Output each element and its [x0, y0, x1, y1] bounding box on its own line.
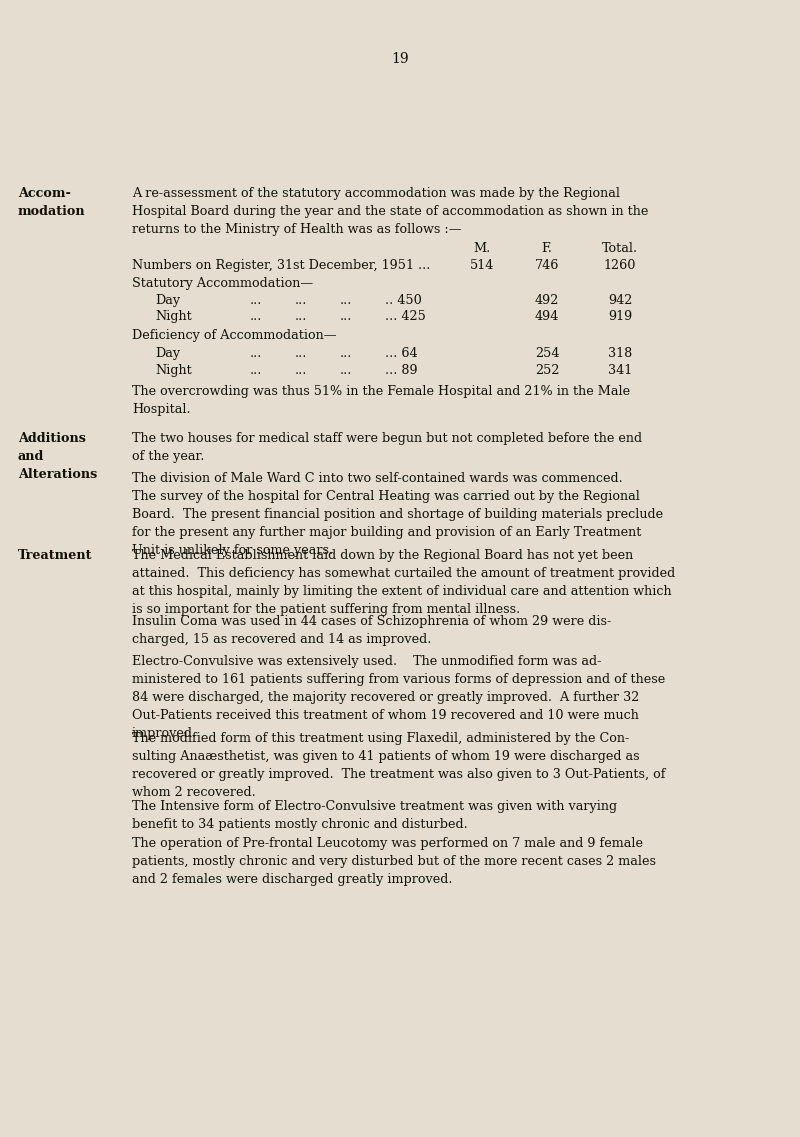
- Text: ...: ...: [295, 364, 307, 377]
- Text: .. 450: .. 450: [385, 294, 422, 307]
- Text: 492: 492: [535, 294, 559, 307]
- Text: Numbers on Register, 31st December, 1951 ...: Numbers on Register, 31st December, 1951…: [132, 259, 430, 272]
- Text: The Intensive form of Electro-Convulsive treatment was given with varying
benefi: The Intensive form of Electro-Convulsive…: [132, 800, 617, 831]
- Text: ... 89: ... 89: [385, 364, 418, 377]
- Text: Additions
and
Alterations: Additions and Alterations: [18, 432, 98, 481]
- Text: The division of Male Ward C into two self-contained wards was commenced.
The sur: The division of Male Ward C into two sel…: [132, 472, 663, 557]
- Text: Night: Night: [155, 310, 192, 323]
- Text: ...: ...: [250, 294, 262, 307]
- Text: The two houses for medical staff were begun but not completed before the end
of : The two houses for medical staff were be…: [132, 432, 642, 463]
- Text: ...: ...: [295, 310, 307, 323]
- Text: ... 64: ... 64: [385, 347, 418, 360]
- Text: Treatment: Treatment: [18, 549, 93, 562]
- Text: Day: Day: [155, 347, 180, 360]
- Text: 746: 746: [535, 259, 559, 272]
- Text: Deficiency of Accommodation—: Deficiency of Accommodation—: [132, 329, 337, 342]
- Text: 942: 942: [608, 294, 632, 307]
- Text: ...: ...: [340, 347, 352, 360]
- Text: ...: ...: [340, 364, 352, 377]
- Text: The modified form of this treatment using Flaxedil, administered by the Con-
sul: The modified form of this treatment usin…: [132, 732, 666, 799]
- Text: The overcrowding was thus 51% in the Female Hospital and 21% in the Male
Hospita: The overcrowding was thus 51% in the Fem…: [132, 385, 630, 416]
- Text: ...: ...: [250, 364, 262, 377]
- Text: Day: Day: [155, 294, 180, 307]
- Text: Insulin Coma was used in 44 cases of Schizophrenia of whom 29 were dis-
charged,: Insulin Coma was used in 44 cases of Sch…: [132, 615, 611, 646]
- Text: ...: ...: [250, 310, 262, 323]
- Text: Statutory Accommodation—: Statutory Accommodation—: [132, 277, 313, 290]
- Text: A re-assessment of the statutory accommodation was made by the Regional
Hospital: A re-assessment of the statutory accommo…: [132, 186, 648, 236]
- Text: ...: ...: [295, 347, 307, 360]
- Text: ...: ...: [250, 347, 262, 360]
- Text: 514: 514: [470, 259, 494, 272]
- Text: 1260: 1260: [604, 259, 636, 272]
- Text: Electro-Convulsive was extensively used.    The unmodified form was ad-
minister: Electro-Convulsive was extensively used.…: [132, 655, 666, 740]
- Text: ...: ...: [340, 310, 352, 323]
- Text: Total.: Total.: [602, 242, 638, 255]
- Text: M.: M.: [474, 242, 490, 255]
- Text: ... 425: ... 425: [385, 310, 426, 323]
- Text: ...: ...: [295, 294, 307, 307]
- Text: 919: 919: [608, 310, 632, 323]
- Text: 19: 19: [391, 52, 409, 66]
- Text: 252: 252: [534, 364, 559, 377]
- Text: 341: 341: [608, 364, 632, 377]
- Text: 494: 494: [535, 310, 559, 323]
- Text: ...: ...: [340, 294, 352, 307]
- Text: The Medical Establishment laid down by the Regional Board has not yet been
attai: The Medical Establishment laid down by t…: [132, 549, 675, 616]
- Text: 254: 254: [534, 347, 559, 360]
- Text: The operation of Pre-frontal Leucotomy was performed on 7 male and 9 female
pati: The operation of Pre-frontal Leucotomy w…: [132, 837, 656, 886]
- Text: Night: Night: [155, 364, 192, 377]
- Text: Accom-
modation: Accom- modation: [18, 186, 86, 218]
- Text: 318: 318: [608, 347, 632, 360]
- Text: F.: F.: [542, 242, 553, 255]
